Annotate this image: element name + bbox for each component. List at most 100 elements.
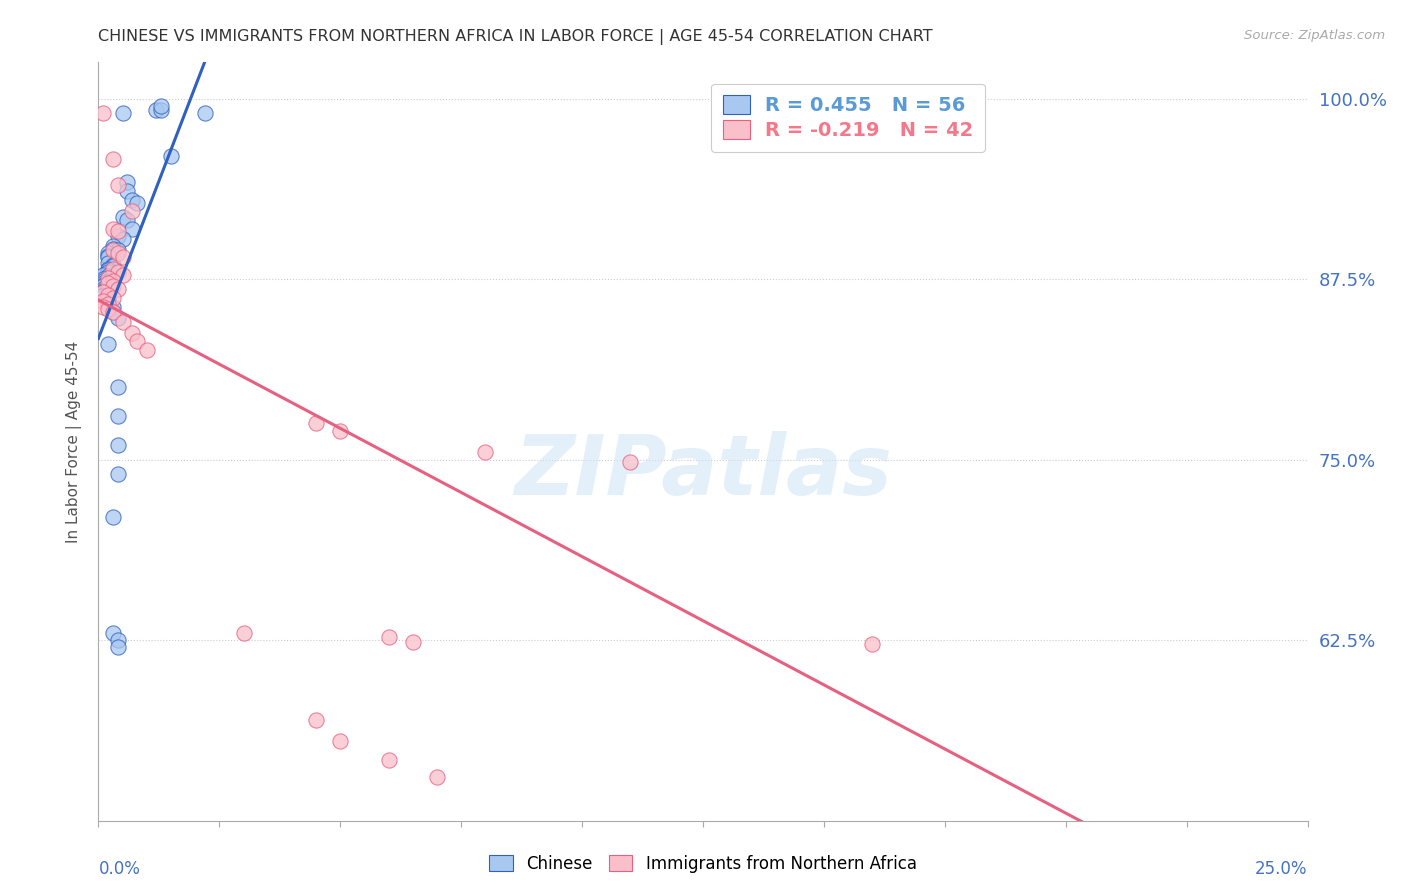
Point <box>91 300 114 314</box>
Point <box>97 256 120 270</box>
Point <box>91 277 114 292</box>
Point <box>117 184 139 198</box>
Point <box>91 285 114 299</box>
Point <box>107 224 129 238</box>
Point <box>91 289 114 303</box>
Point <box>127 195 149 210</box>
Point <box>97 262 120 277</box>
Point <box>111 251 134 265</box>
Point <box>619 455 641 469</box>
Point <box>91 277 114 291</box>
Point <box>107 228 129 243</box>
Point <box>402 634 425 648</box>
Point <box>127 334 149 348</box>
Point <box>232 626 254 640</box>
Point <box>101 221 124 235</box>
Point <box>97 291 120 305</box>
Point <box>91 106 114 120</box>
Text: ZIPatlas: ZIPatlas <box>515 432 891 512</box>
Point <box>97 270 120 285</box>
Point <box>107 467 129 481</box>
Point <box>329 424 352 438</box>
Point <box>716 106 738 120</box>
Point <box>107 640 129 655</box>
Point <box>111 210 134 224</box>
Point <box>107 178 129 193</box>
Point <box>97 269 120 284</box>
Point <box>101 273 124 287</box>
Point <box>97 296 120 310</box>
Point <box>474 445 496 459</box>
Point <box>97 263 120 277</box>
Point <box>377 753 399 767</box>
Point <box>91 279 114 293</box>
Point <box>117 212 139 227</box>
Point <box>111 232 134 246</box>
Point <box>194 106 217 120</box>
Point <box>97 249 120 263</box>
Legend: Chinese, Immigrants from Northern Africa: Chinese, Immigrants from Northern Africa <box>482 848 924 880</box>
Point <box>426 770 449 784</box>
Point <box>111 315 134 329</box>
Point <box>91 293 114 308</box>
Legend: R = 0.455   N = 56, R = -0.219   N = 42: R = 0.455 N = 56, R = -0.219 N = 42 <box>711 84 986 152</box>
Point <box>150 99 173 113</box>
Point <box>860 637 883 651</box>
Point <box>101 626 124 640</box>
Point <box>107 633 129 648</box>
Point <box>97 293 120 307</box>
Point <box>101 262 124 277</box>
Point <box>91 268 114 282</box>
Point <box>97 270 120 285</box>
Point <box>145 103 167 117</box>
Point <box>97 275 120 289</box>
Point <box>97 251 120 265</box>
Point <box>111 106 134 120</box>
Point <box>121 193 143 207</box>
Point <box>97 277 120 291</box>
Point <box>101 291 124 305</box>
Point <box>101 243 124 257</box>
Point <box>150 103 173 117</box>
Point <box>160 149 183 163</box>
Point <box>101 279 124 293</box>
Point <box>107 282 129 296</box>
Point <box>107 380 129 394</box>
Point <box>101 305 124 319</box>
Point <box>91 273 114 287</box>
Point <box>91 282 114 296</box>
Point <box>101 152 124 166</box>
Text: Source: ZipAtlas.com: Source: ZipAtlas.com <box>1244 29 1385 42</box>
Point <box>91 285 114 299</box>
Point <box>107 243 129 257</box>
Point <box>135 343 157 357</box>
Text: 25.0%: 25.0% <box>1256 860 1308 878</box>
Point <box>91 284 114 298</box>
Point <box>97 265 120 279</box>
Point <box>97 337 120 351</box>
Point <box>107 438 129 452</box>
Point <box>121 326 143 340</box>
Point <box>117 175 139 189</box>
Point <box>101 259 124 273</box>
Point <box>101 242 124 256</box>
Point <box>107 246 129 260</box>
Point <box>107 409 129 424</box>
Point <box>101 300 124 314</box>
Point <box>97 296 120 310</box>
Point <box>107 265 129 279</box>
Point <box>121 221 143 235</box>
Point <box>91 288 114 302</box>
Point <box>97 288 120 302</box>
Point <box>329 734 352 748</box>
Point <box>101 305 124 319</box>
Point <box>305 417 328 431</box>
Point <box>101 258 124 272</box>
Point <box>121 204 143 219</box>
Point <box>97 246 120 260</box>
Point <box>111 268 134 282</box>
Text: 0.0%: 0.0% <box>98 860 141 878</box>
Y-axis label: In Labor Force | Age 45-54: In Labor Force | Age 45-54 <box>66 341 83 542</box>
Point <box>97 302 120 317</box>
Point <box>91 272 114 286</box>
